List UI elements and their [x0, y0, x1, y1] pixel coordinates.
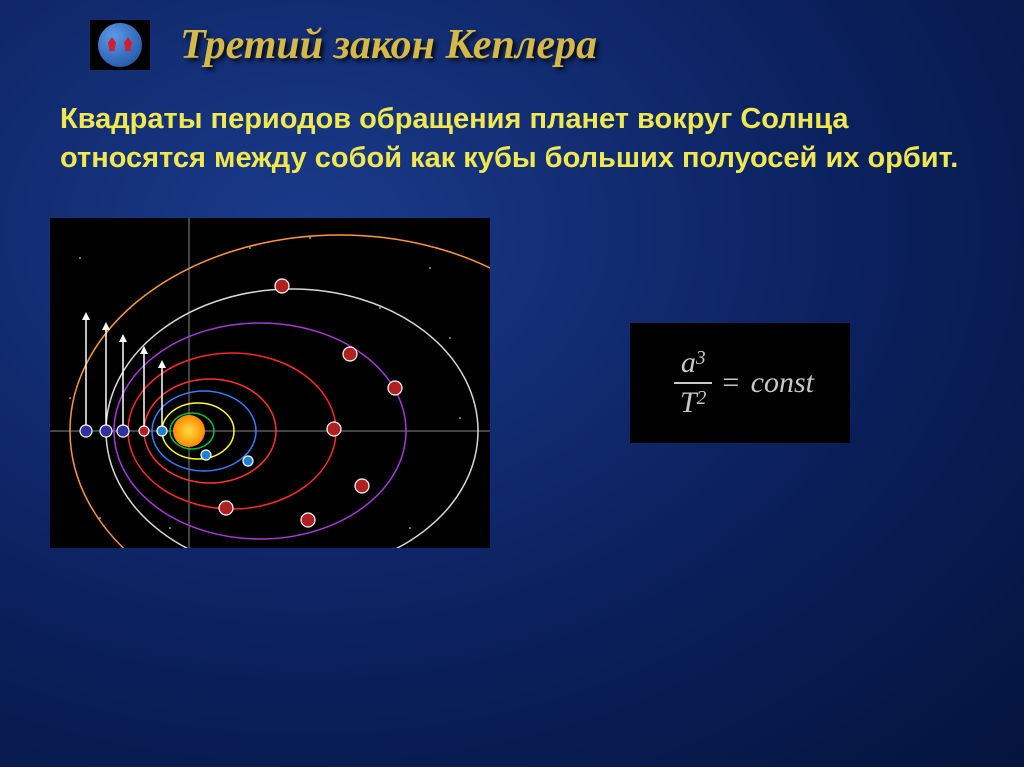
formula-box: a3 T2 = const: [630, 323, 850, 443]
formula-equals: =: [720, 366, 740, 400]
formula-denominator: T2: [674, 384, 712, 422]
globe-icon: [98, 23, 142, 67]
slide-header: Третий закон Кеплера: [0, 0, 1024, 80]
orbit-svg: [50, 218, 490, 548]
orbit-diagram: [50, 218, 490, 548]
content-row: a3 T2 = const: [0, 178, 1024, 548]
den-exp: 2: [697, 388, 707, 409]
num-exp: 3: [696, 348, 706, 369]
formula-rhs: const: [751, 366, 814, 400]
slide-title: Третий закон Кеплера: [180, 21, 597, 69]
den-base: T: [680, 386, 697, 419]
header-icon: [90, 20, 150, 70]
formula-numerator: a3: [675, 344, 712, 382]
formula-fraction: a3 T2: [674, 344, 712, 422]
num-base: a: [681, 346, 696, 379]
law-statement: Квадраты периодов обращения планет вокру…: [0, 80, 1024, 178]
